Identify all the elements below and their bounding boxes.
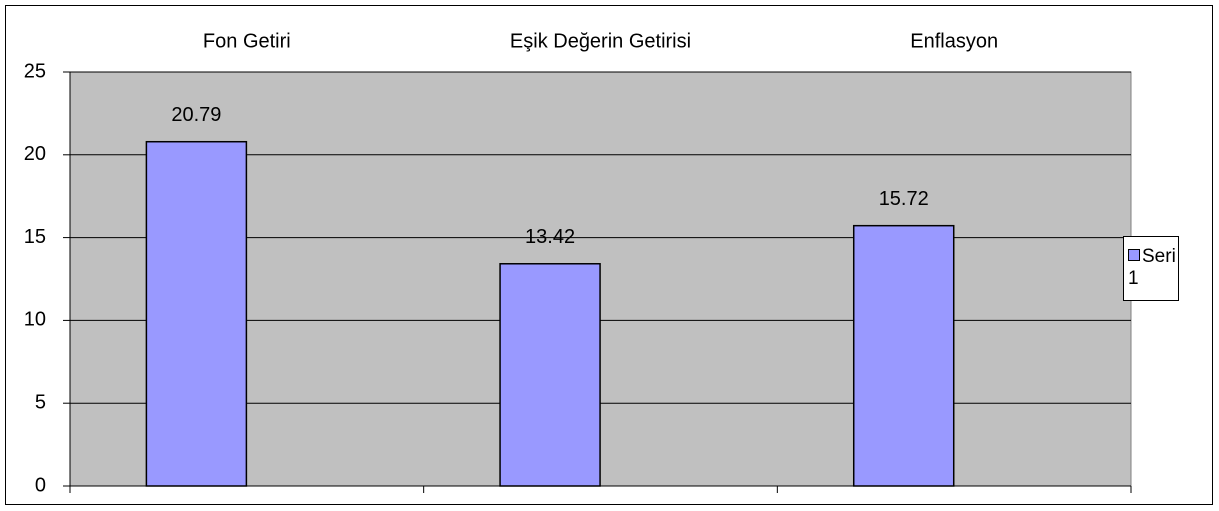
data-label: 13.42 bbox=[525, 226, 575, 248]
y-tick-label: 5 bbox=[35, 391, 46, 413]
legend-swatch bbox=[1128, 249, 1140, 261]
data-label: 20.79 bbox=[171, 104, 221, 126]
data-label: 15.72 bbox=[879, 188, 929, 210]
plot-area: 0 5 10 15 20 25 Fon Getiri 20.79 Eşik Değerin Ge… bbox=[24, 30, 1132, 496]
category-label: Enflasyon bbox=[910, 30, 998, 52]
category-label: Fon Getiri bbox=[203, 30, 291, 52]
legend: Seri 1 bbox=[1123, 236, 1179, 301]
bar bbox=[499, 263, 601, 487]
bar bbox=[852, 224, 955, 487]
y-tick-label: 20 bbox=[24, 143, 46, 165]
bar bbox=[145, 140, 248, 487]
y-tick-label: 25 bbox=[24, 60, 46, 82]
y-tick-label: 10 bbox=[24, 309, 46, 331]
y-tick-label: 0 bbox=[35, 474, 46, 496]
y-tick-label: 15 bbox=[24, 226, 46, 248]
category-label: Eşik Değerin Getirisi bbox=[510, 30, 691, 52]
legend-label: Seri 1 bbox=[1128, 246, 1176, 289]
